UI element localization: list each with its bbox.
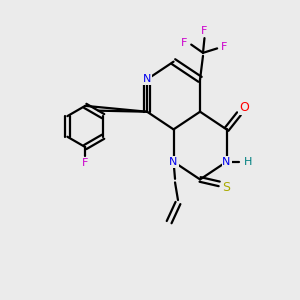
Text: F: F — [201, 26, 208, 36]
Text: F: F — [221, 42, 227, 52]
Text: H: H — [244, 157, 252, 167]
Text: F: F — [181, 38, 187, 48]
Text: N: N — [169, 157, 178, 167]
Text: F: F — [82, 158, 88, 168]
Text: S: S — [222, 181, 230, 194]
Text: N: N — [143, 74, 151, 84]
Text: O: O — [239, 101, 249, 114]
Text: N: N — [222, 157, 231, 167]
